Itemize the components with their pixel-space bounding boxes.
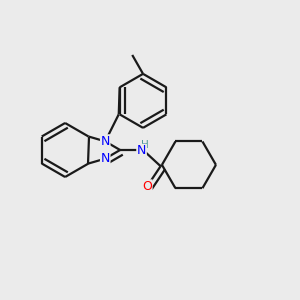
Text: O: O [142, 180, 152, 193]
Text: N: N [137, 144, 146, 158]
Text: H: H [141, 140, 148, 150]
Text: N: N [100, 152, 110, 165]
Text: N: N [100, 135, 110, 148]
